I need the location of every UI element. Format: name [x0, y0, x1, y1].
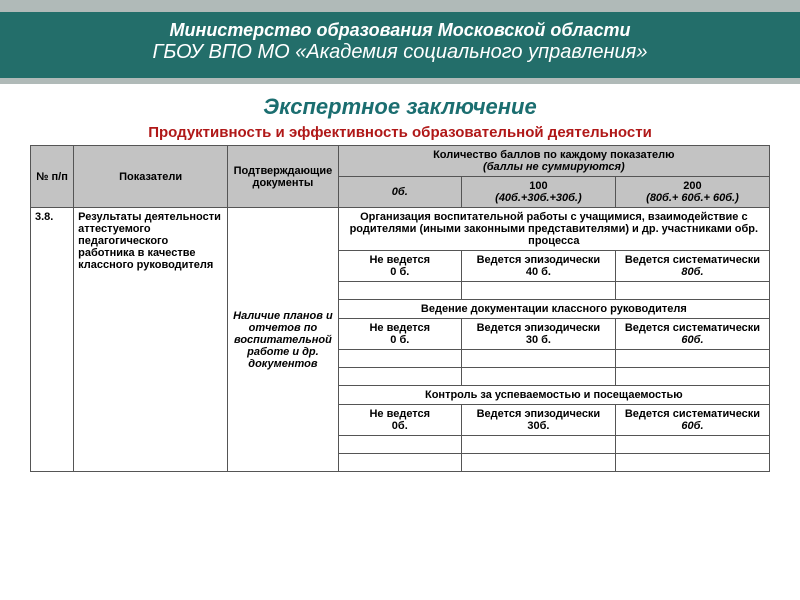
b2-c1: Не ведется0 б. — [338, 319, 461, 350]
block1-title: Организация воспитательной работы с учащ… — [338, 208, 769, 251]
b3-c3: Ведется систематически60б. — [615, 405, 769, 436]
block2-title: Ведение документации классного руководит… — [338, 300, 769, 319]
col-scores-header: Количество баллов по каждому показателю … — [338, 146, 769, 177]
scores-note: (баллы не суммируются) — [483, 161, 625, 173]
row-num: 3.8. — [31, 208, 74, 472]
header-banner: Министерство образования Московской обла… — [0, 0, 800, 84]
main-title: Экспертное заключение — [0, 94, 800, 120]
b2-c3: Ведется систематически60б. — [615, 319, 769, 350]
b3-c2: Ведется эпизодически30б. — [461, 405, 615, 436]
col-docs: Подтверждающие документы — [228, 146, 339, 208]
col-num: № п/п — [31, 146, 74, 208]
subtitle: Продуктивность и эффективность образоват… — [0, 124, 800, 141]
col-indicators: Показатели — [74, 146, 228, 208]
score-col-200: 200 (80б.+ 60б.+ 60б.) — [615, 177, 769, 208]
block3-title: Контроль за успеваемостью и посещаемость… — [338, 386, 769, 405]
score-col-100: 100 (40б.+30б.+30б.) — [461, 177, 615, 208]
row-docs: Наличие планов и отчетов по воспитательн… — [228, 208, 339, 472]
b1-c1: Не ведется0 б. — [338, 251, 461, 282]
b1-c2: Ведется эпизодически40 б. — [461, 251, 615, 282]
row-indicator: Результаты деятельности аттестуемого пед… — [74, 208, 228, 472]
ministry-line: Министерство образования Московской обла… — [10, 20, 790, 41]
institution-line: ГБОУ ВПО МО «Академия социального управл… — [10, 41, 790, 64]
score-col-0: 0б. — [338, 177, 461, 208]
b2-c2: Ведется эпизодически30 б. — [461, 319, 615, 350]
b1-c3: Ведется систематически80б. — [615, 251, 769, 282]
criteria-table: № п/п Показатели Подтверждающие документ… — [30, 145, 770, 472]
scores-title: Количество баллов по каждому показателю — [433, 149, 674, 161]
b3-c1: Не ведется0б. — [338, 405, 461, 436]
